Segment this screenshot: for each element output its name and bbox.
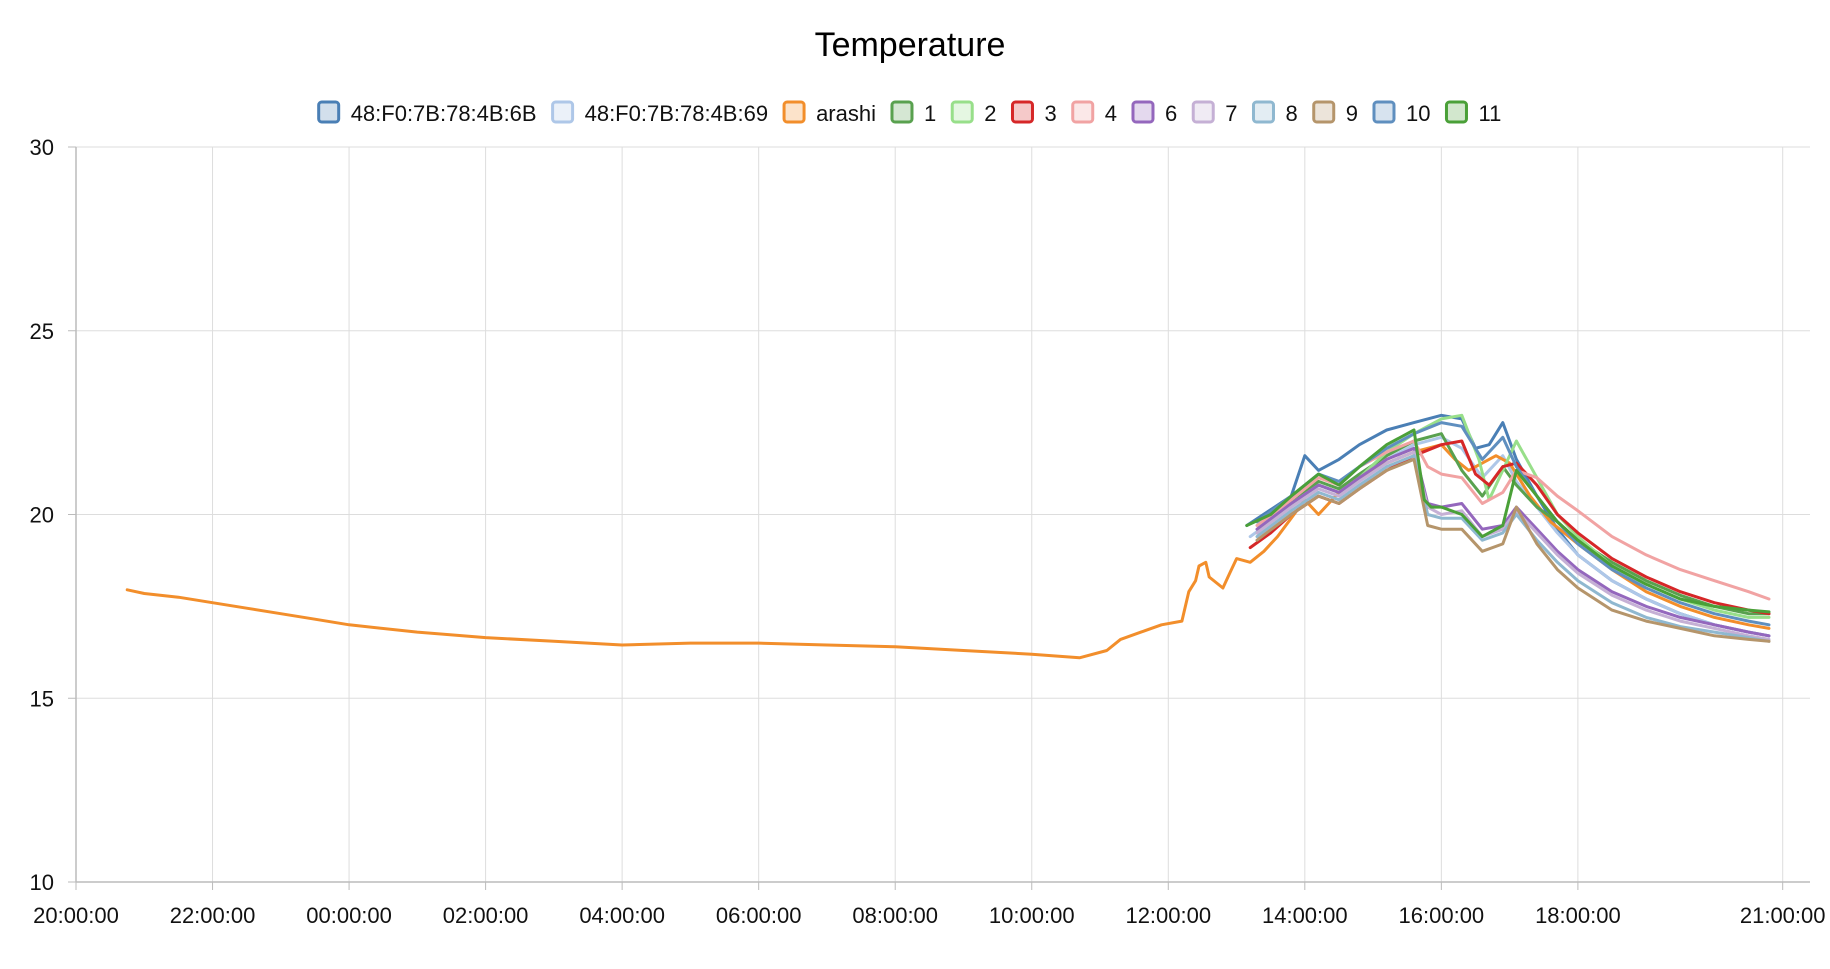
x-tick-label: 16:00:00 bbox=[1399, 903, 1485, 928]
legend-swatch bbox=[1191, 100, 1215, 124]
legend-swatch bbox=[1010, 100, 1034, 124]
legend-item[interactable]: 11 bbox=[1444, 100, 1501, 126]
y-tick-label: 20 bbox=[30, 503, 54, 528]
legend-item[interactable]: 7 bbox=[1191, 100, 1237, 126]
y-tick-label: 30 bbox=[30, 135, 54, 160]
legend-item[interactable]: 6 bbox=[1131, 100, 1177, 126]
legend-item[interactable]: arashi bbox=[782, 100, 876, 126]
legend-swatch bbox=[782, 100, 806, 124]
x-tick-label: 14:00:00 bbox=[1262, 903, 1348, 928]
x-tick-label: 20:00:00 bbox=[33, 903, 119, 928]
axes: 10 15 20 25 30 20:00:00 22:00:00 00:00:00 02:00:… bbox=[30, 135, 1826, 928]
y-tick-label: 10 bbox=[30, 870, 54, 895]
legend-item[interactable]: 2 bbox=[950, 100, 996, 126]
legend-swatch bbox=[950, 100, 974, 124]
legend-item[interactable]: 48:F0:7B:78:4B:69 bbox=[551, 100, 768, 126]
legend-item[interactable]: 1 bbox=[890, 100, 936, 126]
legend-item[interactable]: 48:F0:7B:78:4B:6B bbox=[317, 100, 537, 126]
legend-swatch bbox=[890, 100, 914, 124]
x-tick-label: 08:00:00 bbox=[852, 903, 938, 928]
series-line-11 bbox=[1245, 428, 1771, 614]
legend-swatch bbox=[1444, 100, 1468, 124]
legend-label: 8 bbox=[1285, 101, 1297, 126]
legend-label: 48:F0:7B:78:4B:6B bbox=[351, 101, 537, 126]
legend-swatch bbox=[551, 100, 575, 124]
legend-item[interactable]: 8 bbox=[1251, 100, 1298, 126]
legend-label: arashi bbox=[816, 101, 876, 126]
legend-swatch bbox=[1071, 100, 1095, 124]
legend-item[interactable]: 4 bbox=[1071, 100, 1117, 126]
y-tick-label: 25 bbox=[30, 319, 54, 344]
x-tick-label: 04:00:00 bbox=[579, 903, 665, 928]
x-tick-label: 21:00:00 bbox=[1740, 903, 1826, 928]
legend-item[interactable]: 9 bbox=[1312, 100, 1358, 126]
legend-label: 48:F0:7B:78:4B:69 bbox=[585, 101, 768, 126]
series-line-arashi bbox=[125, 443, 1771, 660]
legend-label: 3 bbox=[1044, 101, 1056, 126]
legend-swatch bbox=[1251, 100, 1275, 124]
legend-swatch bbox=[1372, 100, 1396, 124]
legend-swatch bbox=[317, 100, 341, 124]
series-line-9 bbox=[1255, 457, 1771, 643]
legend-label: 9 bbox=[1346, 101, 1358, 126]
x-tick-label: 10:00:00 bbox=[989, 903, 1075, 928]
series-line-6 bbox=[1255, 446, 1771, 638]
legend-label: 1 bbox=[924, 101, 936, 126]
legend-swatch bbox=[1131, 100, 1155, 124]
x-tick-label: 02:00:00 bbox=[443, 903, 529, 928]
plot-area bbox=[125, 413, 1771, 660]
legend-label: 4 bbox=[1105, 101, 1117, 126]
legend-label: 11 bbox=[1478, 101, 1501, 126]
legend-label: 7 bbox=[1225, 101, 1237, 126]
series-line-10 bbox=[1255, 421, 1771, 627]
chart-title: Temperature bbox=[815, 26, 1006, 64]
legend-item[interactable]: 10 bbox=[1372, 100, 1430, 126]
legend-label: 10 bbox=[1406, 101, 1430, 126]
legend-label: 6 bbox=[1165, 101, 1177, 126]
y-tick-label: 15 bbox=[30, 686, 54, 711]
legend-label: 2 bbox=[984, 101, 996, 126]
x-tick-label: 06:00:00 bbox=[716, 903, 802, 928]
legend: 48:F0:7B:78:4B:6B 48:F0:7B:78:4B:69 arashi… bbox=[317, 100, 1501, 126]
x-tick-label: 00:00:00 bbox=[306, 903, 392, 928]
x-tick-label: 22:00:00 bbox=[170, 903, 256, 928]
series-line-8 bbox=[1255, 454, 1771, 643]
x-tick-label: 12:00:00 bbox=[1125, 903, 1211, 928]
x-tick-label: 18:00:00 bbox=[1535, 903, 1621, 928]
series-line-7 bbox=[1255, 450, 1771, 641]
legend-item[interactable]: 3 bbox=[1010, 100, 1057, 126]
legend-swatch bbox=[1312, 100, 1336, 124]
